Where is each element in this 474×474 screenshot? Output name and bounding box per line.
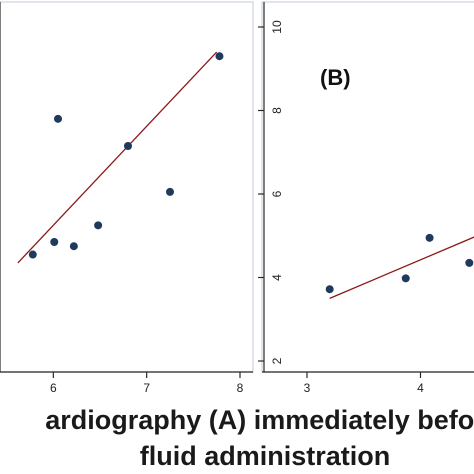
fit-line — [329, 236, 474, 299]
data-point — [425, 233, 434, 242]
caption-line-1: ardiography (A) immediately befor — [45, 405, 474, 435]
data-point — [215, 52, 224, 61]
y-tick-label: 2 — [270, 357, 284, 364]
y-tick-label: 10 — [270, 20, 284, 34]
data-point — [166, 187, 174, 196]
data-point — [401, 274, 410, 283]
x-tick-label: 4 — [417, 381, 424, 395]
data-point — [325, 285, 334, 294]
data-point — [28, 250, 37, 259]
x-tick-label: 6 — [50, 381, 57, 395]
plot-frame — [0, 1, 254, 373]
data-point — [124, 141, 132, 150]
data-point — [50, 238, 59, 247]
fit-line — [17, 51, 218, 264]
panel-b: 3 4 2 4 6 8 10 (B) — [258, 1, 474, 395]
x-tick-label: 8 — [237, 381, 244, 395]
panel-label: (B) — [320, 65, 351, 90]
x-tick-label: 7 — [143, 381, 150, 395]
data-point — [94, 221, 103, 230]
plot-frame — [261, 1, 474, 373]
y-tick-label: 8 — [270, 107, 284, 114]
data-point — [69, 242, 78, 251]
data-point — [54, 114, 62, 123]
y-tick-label: 4 — [270, 274, 284, 281]
caption-line-2: fluid administration — [139, 441, 391, 471]
data-point — [465, 258, 474, 267]
x-tick-label: 3 — [304, 381, 311, 395]
panel-a: 6 7 8 — [0, 1, 254, 395]
y-tick-label: 6 — [270, 190, 284, 197]
